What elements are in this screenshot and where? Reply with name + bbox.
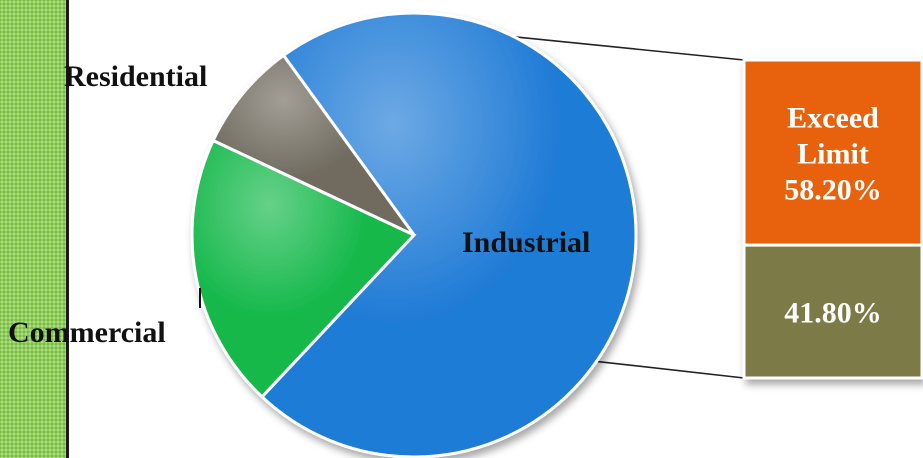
left-divider-line	[66, 0, 69, 458]
pie-slice-gloss-industrial	[262, 13, 637, 458]
pie-label-industrial: Industrial	[462, 226, 590, 259]
pie-label-commercial: Commercial	[8, 316, 166, 349]
breakdown-segment-label: Exceed Limit 58.20%	[784, 102, 882, 207]
pie-slice-gloss-residential	[213, 55, 414, 236]
breakdown-bar: Exceed Limit 58.20% 41.80%	[742, 58, 923, 380]
pie-slice-gloss-commercial	[192, 140, 414, 397]
pie-label-residential: Residential	[64, 60, 207, 93]
pie	[190, 11, 638, 458]
connector-line-bottom	[596, 360, 745, 379]
left-decorative-strip	[0, 0, 66, 458]
slice-labels: Industrial Commercial Residential	[8, 60, 590, 349]
breakdown-segment-remainder	[742, 243, 923, 380]
breakdown-segment-label: 41.80%	[784, 297, 882, 330]
